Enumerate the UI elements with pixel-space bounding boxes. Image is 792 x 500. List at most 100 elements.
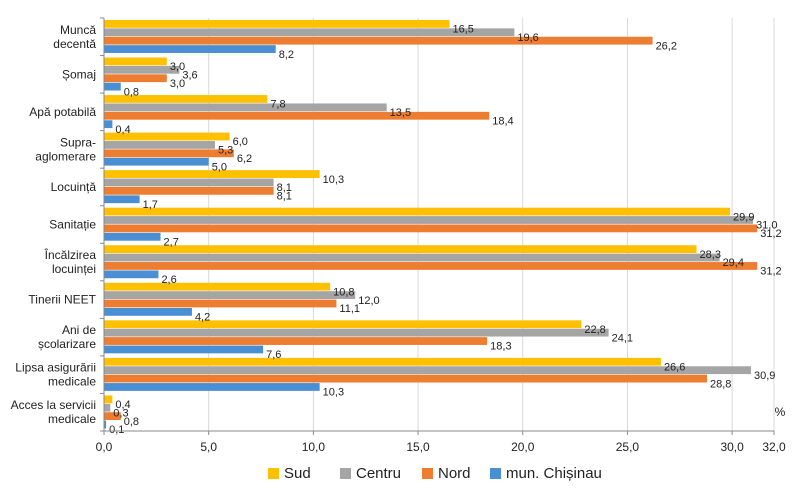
x-tick-labels: 0,0 5,0 10,0 15,0 20,0 25,0 30,0 32,0 — [96, 440, 786, 454]
data-label: 31,2 — [760, 266, 781, 278]
bar — [104, 270, 159, 279]
category-label: Șomaj — [62, 67, 96, 81]
data-label: 22,8 — [584, 324, 605, 336]
bar — [104, 28, 515, 37]
legend-label: mun. Chișinau — [506, 465, 602, 482]
data-label: 10,3 — [323, 174, 344, 186]
data-label: 5,3 — [218, 145, 233, 157]
data-label: 26,2 — [656, 40, 677, 52]
data-label: 0,8 — [124, 416, 139, 428]
data-label: 13,5 — [390, 107, 411, 119]
bar — [104, 366, 751, 375]
bar — [104, 19, 450, 28]
data-label: 3,0 — [170, 61, 185, 73]
data-label: 0,4 — [115, 124, 130, 136]
category-label: decentă — [53, 37, 96, 51]
data-label: 19,6 — [517, 32, 538, 44]
data-label: 11,1 — [339, 303, 360, 315]
bar — [104, 282, 331, 291]
legend-swatch — [422, 468, 433, 479]
x-tick-label: 20,0 — [511, 440, 535, 454]
data-label: 3,0 — [170, 78, 185, 90]
data-label: 0,1 — [109, 424, 124, 436]
unit-label: % — [775, 405, 786, 419]
data-label: 10,8 — [333, 286, 354, 298]
bar — [104, 149, 234, 158]
bar — [104, 120, 113, 129]
category-label: Lipsa asigurării — [15, 361, 96, 375]
bar — [104, 186, 274, 195]
bar — [104, 395, 113, 404]
x-tick-label: 15,0 — [406, 440, 430, 454]
x-tick-label: 30,0 — [720, 440, 744, 454]
data-label: 8,2 — [279, 49, 294, 61]
bar — [104, 412, 121, 421]
x-tick-label: 0,0 — [96, 440, 113, 454]
x-tick-label: 5,0 — [200, 440, 217, 454]
category-label: Supra- — [60, 135, 96, 149]
legend-label: Sud — [284, 465, 311, 482]
bar — [104, 262, 758, 270]
bar — [104, 207, 731, 216]
category-label: Sanitație — [49, 218, 96, 232]
legend-swatch — [268, 468, 279, 479]
bar — [104, 337, 488, 345]
bar — [104, 245, 697, 254]
bar — [104, 307, 192, 316]
data-label: 3,6 — [182, 70, 197, 82]
legend-label: Nord — [438, 465, 471, 482]
data-label: 28,8 — [710, 378, 731, 390]
bar — [104, 65, 180, 74]
bar — [104, 132, 230, 141]
category-label: medicale — [48, 375, 96, 389]
data-label: 6,2 — [237, 153, 252, 165]
data-label: 2,6 — [161, 274, 176, 286]
data-label: 0,4 — [115, 399, 130, 411]
category-label: Apă potabilă — [29, 105, 96, 119]
bar — [104, 111, 490, 120]
bar — [104, 328, 609, 337]
data-label: 26,6 — [664, 361, 685, 373]
x-tick-label: 10,0 — [302, 440, 326, 454]
bar — [104, 36, 653, 45]
bar — [104, 103, 387, 112]
bar — [104, 216, 754, 224]
data-label: 24,1 — [612, 332, 633, 344]
legend-swatch — [340, 468, 351, 479]
bar — [104, 320, 582, 329]
value-labels: 16,5 19,6 26,2 8,2 3,03,63,0 0,8 7,8 13,5 18,4 0,… — [109, 24, 782, 437]
x-tick-label: 25,0 — [616, 440, 640, 454]
bar — [104, 195, 140, 204]
legend-label: Centru — [356, 465, 401, 482]
bar — [104, 291, 356, 299]
category-label: Acces la servicii — [11, 398, 96, 412]
bar — [104, 178, 274, 187]
bar — [104, 157, 209, 166]
category-label: medicale — [48, 412, 96, 426]
category-label: Locuință — [51, 180, 97, 194]
data-label: 29,4 — [723, 257, 744, 269]
bar — [104, 403, 111, 412]
data-label: 12,0 — [358, 295, 379, 307]
data-label: 5,0 — [212, 161, 227, 173]
data-label: 16,5 — [452, 24, 473, 36]
data-label: 29,9 — [733, 211, 754, 223]
bar — [104, 224, 758, 233]
bar — [104, 57, 167, 66]
x-tick-label: 32,0 — [762, 440, 786, 454]
category-label: Muncă — [60, 23, 96, 37]
bar — [104, 374, 707, 383]
bar — [104, 345, 264, 354]
legend-swatch — [490, 468, 501, 479]
data-label: 7,8 — [270, 99, 285, 111]
bar — [104, 357, 661, 366]
data-label: 2,7 — [164, 237, 179, 249]
data-label: 10,3 — [323, 387, 344, 399]
bars — [104, 19, 758, 429]
data-label: 28,3 — [700, 249, 721, 261]
bar — [104, 170, 320, 178]
data-label: 6,0 — [233, 136, 248, 148]
category-label: Încălzirea — [44, 247, 97, 262]
